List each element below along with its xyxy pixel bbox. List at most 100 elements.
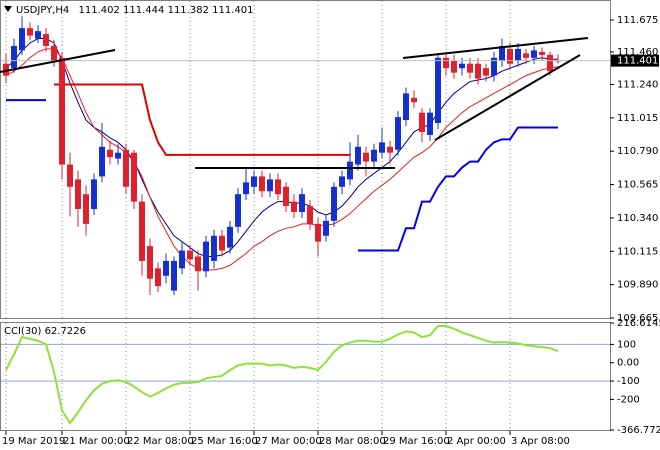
candle-body <box>35 31 41 39</box>
candle-body <box>323 220 329 236</box>
candle-body <box>427 112 433 135</box>
y-tick-label: -100 <box>617 376 640 387</box>
y-tick-label: 0.00 <box>617 358 639 369</box>
candle-body <box>267 179 273 192</box>
candle-body <box>147 246 153 279</box>
candle-body <box>187 250 193 260</box>
candle-body <box>419 112 425 132</box>
candle-body <box>211 235 217 261</box>
indicator-line <box>5 38 558 257</box>
y-tick-label: 111.240 <box>617 80 658 91</box>
y-tick-label: 110.790 <box>617 146 658 157</box>
symbol-icon <box>4 6 12 12</box>
trendlines <box>0 37 589 169</box>
candle-body <box>467 63 473 73</box>
candle-body <box>139 201 145 261</box>
price-label: 111.401 <box>617 56 658 67</box>
candle-body <box>355 146 361 165</box>
y-tick-label: 109.890 <box>617 280 658 291</box>
candle-body <box>443 57 449 69</box>
candle-body <box>123 149 129 187</box>
candle-body <box>91 179 97 210</box>
candle-body <box>203 241 209 272</box>
candle-body <box>235 194 241 227</box>
cci-header: CCI(30) 62.7226 <box>4 326 86 337</box>
candle-body <box>451 60 457 73</box>
ohlc-close: 111.401 <box>212 5 253 16</box>
cci-value: 62.7226 <box>45 326 86 337</box>
main-frame <box>0 0 611 319</box>
candle-body <box>251 176 257 187</box>
candle-body <box>99 146 105 177</box>
candle-body <box>59 57 65 165</box>
x-tick-label: 29 Mar 16:00 <box>383 436 450 447</box>
candle-body <box>51 45 57 61</box>
ohlc-high: 111.444 <box>123 5 164 16</box>
indicator-line <box>54 83 350 156</box>
price-label-box <box>611 54 659 67</box>
candle-body <box>475 63 481 79</box>
candle-body <box>67 164 73 187</box>
candle-body <box>491 57 497 76</box>
candle-body <box>259 176 265 192</box>
candle-body <box>195 256 201 272</box>
candle-body <box>291 201 297 212</box>
candle-body <box>363 152 369 162</box>
candle-body <box>227 226 233 248</box>
indicator-line <box>6 99 558 252</box>
x-tick-label: 2 Apr 00:00 <box>447 436 506 447</box>
cci-frame <box>0 322 611 431</box>
y-tick-label: 110.115 <box>617 246 658 257</box>
x-tick-label: 27 Mar 00:00 <box>255 436 322 447</box>
candle-body <box>379 142 385 153</box>
candle-body <box>435 57 441 124</box>
candle-body <box>315 223 321 242</box>
candle-body <box>307 206 313 224</box>
y-tick-label: 109.665 <box>617 313 658 324</box>
symbol: USDJPY,H4 <box>16 5 69 16</box>
y-tick-label: -366.7722 <box>617 425 660 436</box>
candle-body <box>299 194 305 212</box>
candle-body <box>275 179 281 195</box>
candle-body <box>507 48 513 64</box>
candle-body <box>75 179 81 210</box>
candle-body <box>283 186 289 207</box>
candle-body <box>547 54 553 72</box>
candle-body <box>171 260 177 291</box>
x-tick-label: 3 Apr 08:00 <box>511 436 570 447</box>
candle-body <box>531 50 537 58</box>
candle-body <box>459 63 465 69</box>
candle-body <box>11 45 17 69</box>
candle-body <box>219 235 225 251</box>
candle-body <box>115 152 121 159</box>
candle-body <box>83 194 89 224</box>
candle-body <box>339 176 345 187</box>
x-tick-label: 21 Mar 00:00 <box>63 436 130 447</box>
candle-body <box>331 186 337 221</box>
trendline <box>402 37 589 59</box>
candle-body <box>403 93 409 121</box>
candle-body <box>179 250 185 269</box>
candle-body <box>107 149 113 158</box>
candle-body <box>515 48 521 61</box>
candle-body <box>371 149 377 162</box>
candle-body <box>155 268 161 287</box>
candle-body <box>483 68 489 76</box>
candle-body <box>499 45 505 61</box>
candle-body <box>3 63 9 76</box>
x-tick-label: 25 Mar 16:00 <box>191 436 258 447</box>
chart-header: USDJPY,H4 111.402 111.444 111.382 111.40… <box>16 5 253 16</box>
y-tick-label: 110.565 <box>617 180 658 191</box>
ohlc-open: 111.402 <box>78 5 119 16</box>
candle-body <box>243 182 249 195</box>
x-tick-label: 22 Mar 08:00 <box>127 436 194 447</box>
y-tick-label: 111.460 <box>617 47 658 58</box>
y-tick-label: 216.6145 <box>617 318 660 329</box>
ohlc-low: 111.382 <box>168 5 209 16</box>
candle-body <box>395 117 401 150</box>
candle-body <box>523 53 529 58</box>
candle-body <box>347 161 353 180</box>
y-tick-label: 111.675 <box>617 15 658 26</box>
candle-body <box>19 28 25 51</box>
